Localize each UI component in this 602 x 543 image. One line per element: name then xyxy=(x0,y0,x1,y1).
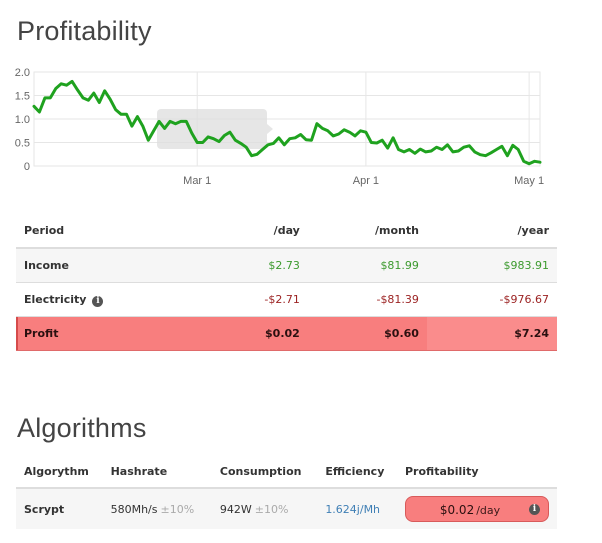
chart-hover-tooltip xyxy=(157,109,273,149)
y-tick-label: 2.0 xyxy=(15,67,30,79)
col-consumption: Consumption xyxy=(211,455,318,489)
algorithms-table-header: Algorythm Hashrate Consumption Efficienc… xyxy=(16,455,557,489)
chart-series-line xyxy=(32,79,542,166)
algorithms-title: Algorithms xyxy=(17,413,147,443)
profit-value: $0.02 xyxy=(439,503,475,517)
col-hashrate: Hashrate xyxy=(102,455,212,489)
info-icon[interactable]: i xyxy=(529,504,540,515)
col-day: /day xyxy=(205,214,308,249)
table-row-income: Income $2.73 $81.99 $983.91 xyxy=(16,248,557,283)
row-label: Electricity i xyxy=(16,282,206,317)
y-tick-label: 1.0 xyxy=(15,114,30,126)
chart-grid xyxy=(33,71,541,167)
electricity-day: -$2.71 xyxy=(205,282,308,317)
col-year: /year xyxy=(426,214,557,249)
hashrate-tolerance: ±10% xyxy=(160,502,195,516)
col-profitability: Profitability xyxy=(397,455,557,489)
table-row: Scrypt 580Mh/s ±10% 942W ±10% 1.624j/Mh $0… xyxy=(16,488,557,529)
profit-badge[interactable]: $0.02/day i xyxy=(405,496,549,522)
profit-year: $7.24 xyxy=(426,316,557,351)
col-efficiency: Efficiency xyxy=(317,455,397,489)
profitability-cell: $0.02/day i xyxy=(397,488,557,529)
profitability-title: Profitability xyxy=(17,16,152,46)
consumption-cell: 942W ±10% xyxy=(211,488,318,529)
row-label: Profit xyxy=(16,316,206,351)
profit-unit: /day xyxy=(476,504,501,517)
hashrate-value: 580Mh/s xyxy=(110,502,158,516)
table-row-profit: Profit $0.02 $0.60 $7.24 xyxy=(16,316,557,351)
efficiency-cell: 1.624j/Mh xyxy=(317,488,397,529)
electricity-month: -$81.39 xyxy=(307,282,427,317)
consumption-tolerance: ±10% xyxy=(254,502,289,516)
algorithms-table: Algorythm Hashrate Consumption Efficienc… xyxy=(16,455,557,529)
income-year: $983.91 xyxy=(426,248,557,283)
income-table-header: Period /day /month /year xyxy=(16,214,557,249)
table-row-electricity: Electricity i -$2.71 -$81.39 -$976.67 xyxy=(16,282,557,317)
col-period: Period xyxy=(16,214,206,249)
x-tick-label: May 1 xyxy=(514,175,544,187)
electricity-year: -$976.67 xyxy=(426,282,557,317)
x-tick-label: Apr 1 xyxy=(353,175,379,187)
col-month: /month xyxy=(307,214,427,249)
profit-month: $0.60 xyxy=(307,316,427,351)
profit-day: $0.02 xyxy=(205,316,308,351)
y-tick-label: 0 xyxy=(24,161,30,173)
y-tick-label: 1.5 xyxy=(15,91,30,103)
profitability-chart[interactable]: 2.0 1.5 1.0 0.5 0 Mar 1 Apr 1 May 1 xyxy=(0,58,560,193)
hashrate-cell: 580Mh/s ±10% xyxy=(102,488,212,529)
info-icon[interactable]: i xyxy=(92,295,104,307)
income-month: $81.99 xyxy=(307,248,427,283)
income-day: $2.73 xyxy=(205,248,308,283)
y-tick-label: 0.5 xyxy=(15,138,30,150)
algorithm-name: Scrypt xyxy=(16,488,103,529)
electricity-label: Electricity xyxy=(24,292,87,306)
x-tick-label: Mar 1 xyxy=(183,175,211,187)
col-algorythm: Algorythm xyxy=(16,455,103,489)
efficiency-value: 1.624j/Mh xyxy=(325,502,381,516)
row-label: Income xyxy=(16,248,206,283)
income-table: Period /day /month /year Income $2.73 $8… xyxy=(16,214,557,351)
consumption-value: 942W xyxy=(219,502,252,516)
